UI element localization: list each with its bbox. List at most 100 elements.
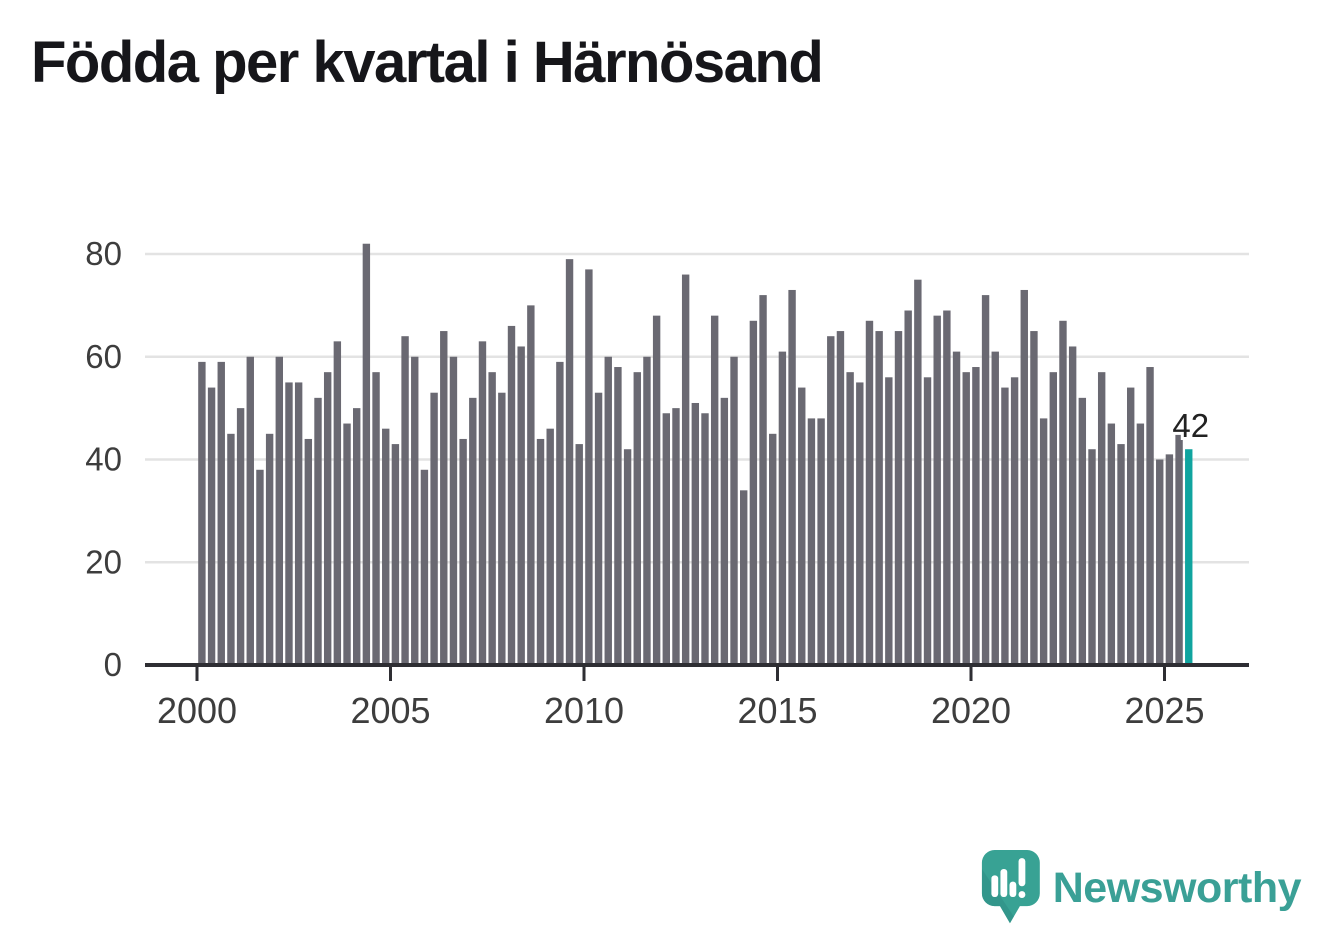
highlighted-bar	[1185, 449, 1193, 665]
bar	[1088, 449, 1096, 665]
bar	[1117, 444, 1125, 665]
y-tick-label: 20	[85, 543, 122, 580]
bar	[1156, 459, 1164, 665]
bar	[556, 361, 564, 665]
bar	[759, 295, 767, 665]
bar	[623, 449, 632, 665]
bar	[749, 320, 758, 665]
bar	[836, 331, 845, 665]
bar	[691, 402, 700, 665]
bar	[846, 372, 854, 665]
bar	[1107, 423, 1116, 665]
bar	[1146, 367, 1154, 665]
bar	[914, 279, 922, 665]
bar	[981, 295, 990, 665]
bar	[469, 397, 477, 665]
bar	[304, 438, 313, 665]
bar	[353, 408, 361, 665]
highlight-value-label: 42	[1172, 407, 1209, 444]
bar	[1068, 346, 1077, 665]
bar	[449, 356, 458, 665]
bar	[1175, 433, 1183, 665]
bar	[740, 490, 748, 665]
bar	[788, 289, 796, 665]
bar	[681, 274, 690, 665]
bar	[459, 438, 467, 665]
bar	[575, 444, 583, 665]
y-tick-label: 60	[85, 338, 122, 375]
bar	[972, 367, 980, 665]
bar	[817, 418, 825, 665]
bar	[478, 341, 487, 665]
x-tick-label: 2020	[931, 690, 1011, 731]
bar	[875, 331, 883, 665]
bar	[294, 382, 303, 665]
bar	[865, 320, 874, 665]
bar	[1010, 377, 1019, 665]
newsworthy-logo-icon	[981, 849, 1040, 924]
bar	[227, 433, 235, 665]
bar	[527, 305, 535, 665]
bar	[662, 413, 670, 665]
bar	[769, 433, 777, 665]
bar	[952, 351, 961, 665]
bar	[236, 408, 245, 665]
bar	[275, 356, 283, 665]
bar	[256, 469, 264, 665]
bar	[720, 397, 729, 665]
bar	[1136, 423, 1145, 665]
bar	[933, 315, 941, 665]
bar	[904, 310, 912, 665]
bar	[285, 382, 293, 665]
bar	[265, 433, 274, 665]
bar	[1001, 387, 1009, 665]
bar	[585, 269, 593, 665]
x-tick-label: 2015	[737, 690, 817, 731]
bar	[604, 356, 612, 665]
bar	[943, 310, 951, 665]
bar	[778, 351, 787, 665]
y-tick-label: 80	[85, 235, 122, 272]
bar	[1059, 320, 1067, 665]
bar	[536, 438, 545, 665]
bar	[643, 356, 651, 665]
bar	[343, 423, 351, 665]
bar	[333, 341, 342, 665]
x-tick-label: 2025	[1124, 690, 1204, 731]
bar	[217, 361, 225, 665]
bar	[362, 243, 371, 665]
bar	[730, 356, 738, 665]
bar	[1039, 418, 1048, 665]
bar	[856, 382, 864, 665]
bar	[1097, 372, 1106, 665]
newsworthy-wordmark: Newsworthy	[1052, 863, 1302, 912]
bar	[1049, 372, 1057, 665]
logo-exclamation-dot	[1018, 891, 1026, 898]
bar	[372, 372, 380, 665]
newsworthy-brand: Newsworthy	[981, 842, 1302, 934]
bar	[546, 428, 554, 665]
bar	[1127, 387, 1135, 665]
bar	[1020, 289, 1028, 665]
logo-bar-2	[1000, 868, 1008, 898]
x-tick-label: 2000	[157, 690, 237, 731]
bar	[440, 331, 448, 665]
bar	[1165, 454, 1174, 665]
logo-bar-1	[991, 875, 999, 898]
bar	[962, 372, 970, 665]
chart-title: Födda per kvartal i Härnösand	[31, 30, 824, 95]
logo-exclamation-bar	[1018, 858, 1026, 887]
bar	[430, 392, 438, 665]
y-tick-label: 40	[85, 441, 122, 478]
bar	[507, 325, 516, 665]
bar	[614, 367, 622, 665]
bar	[314, 397, 322, 665]
bar	[633, 372, 641, 665]
bar	[246, 356, 254, 665]
bar	[517, 346, 525, 665]
bar	[382, 428, 390, 665]
bar	[565, 259, 574, 665]
bar	[652, 315, 661, 665]
bar	[401, 336, 409, 665]
bar	[1078, 397, 1087, 665]
